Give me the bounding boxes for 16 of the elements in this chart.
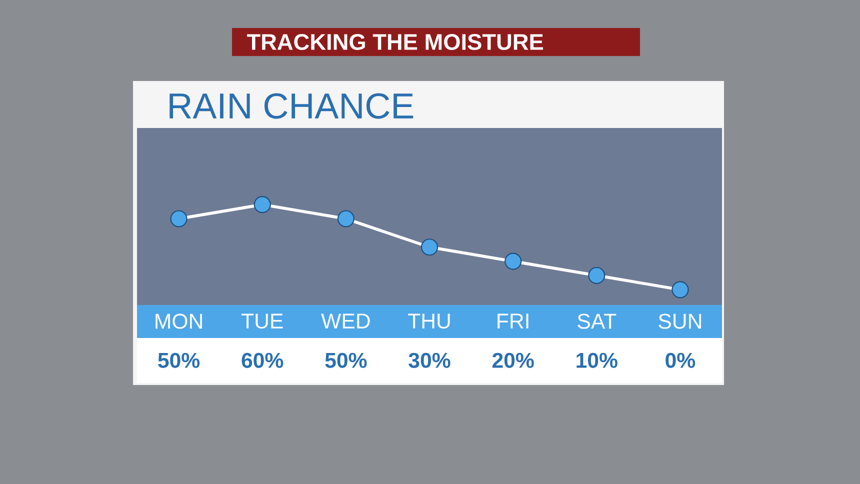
data-label: 50% xyxy=(158,352,200,368)
data-label: 10% xyxy=(576,352,618,368)
x-tick-label: SAT xyxy=(578,314,616,329)
x-tick-label: TUE xyxy=(242,314,283,329)
x-tick-label: WED xyxy=(321,314,370,328)
chart-subtitle: TRACKING THE MOISTURE xyxy=(246,34,543,50)
x-tick-label: FRI xyxy=(498,314,528,328)
data-label: 60% xyxy=(242,352,284,368)
data-label: 50% xyxy=(325,352,367,368)
data-label: 0% xyxy=(666,352,696,368)
chart-title: RAIN CHANCE xyxy=(170,93,414,119)
data-label: 20% xyxy=(492,352,534,368)
x-tick-label: THU xyxy=(408,314,450,329)
data-label: 30% xyxy=(408,352,450,368)
x-tick-label: MON xyxy=(156,314,202,329)
x-tick-label: SUN xyxy=(658,314,701,329)
